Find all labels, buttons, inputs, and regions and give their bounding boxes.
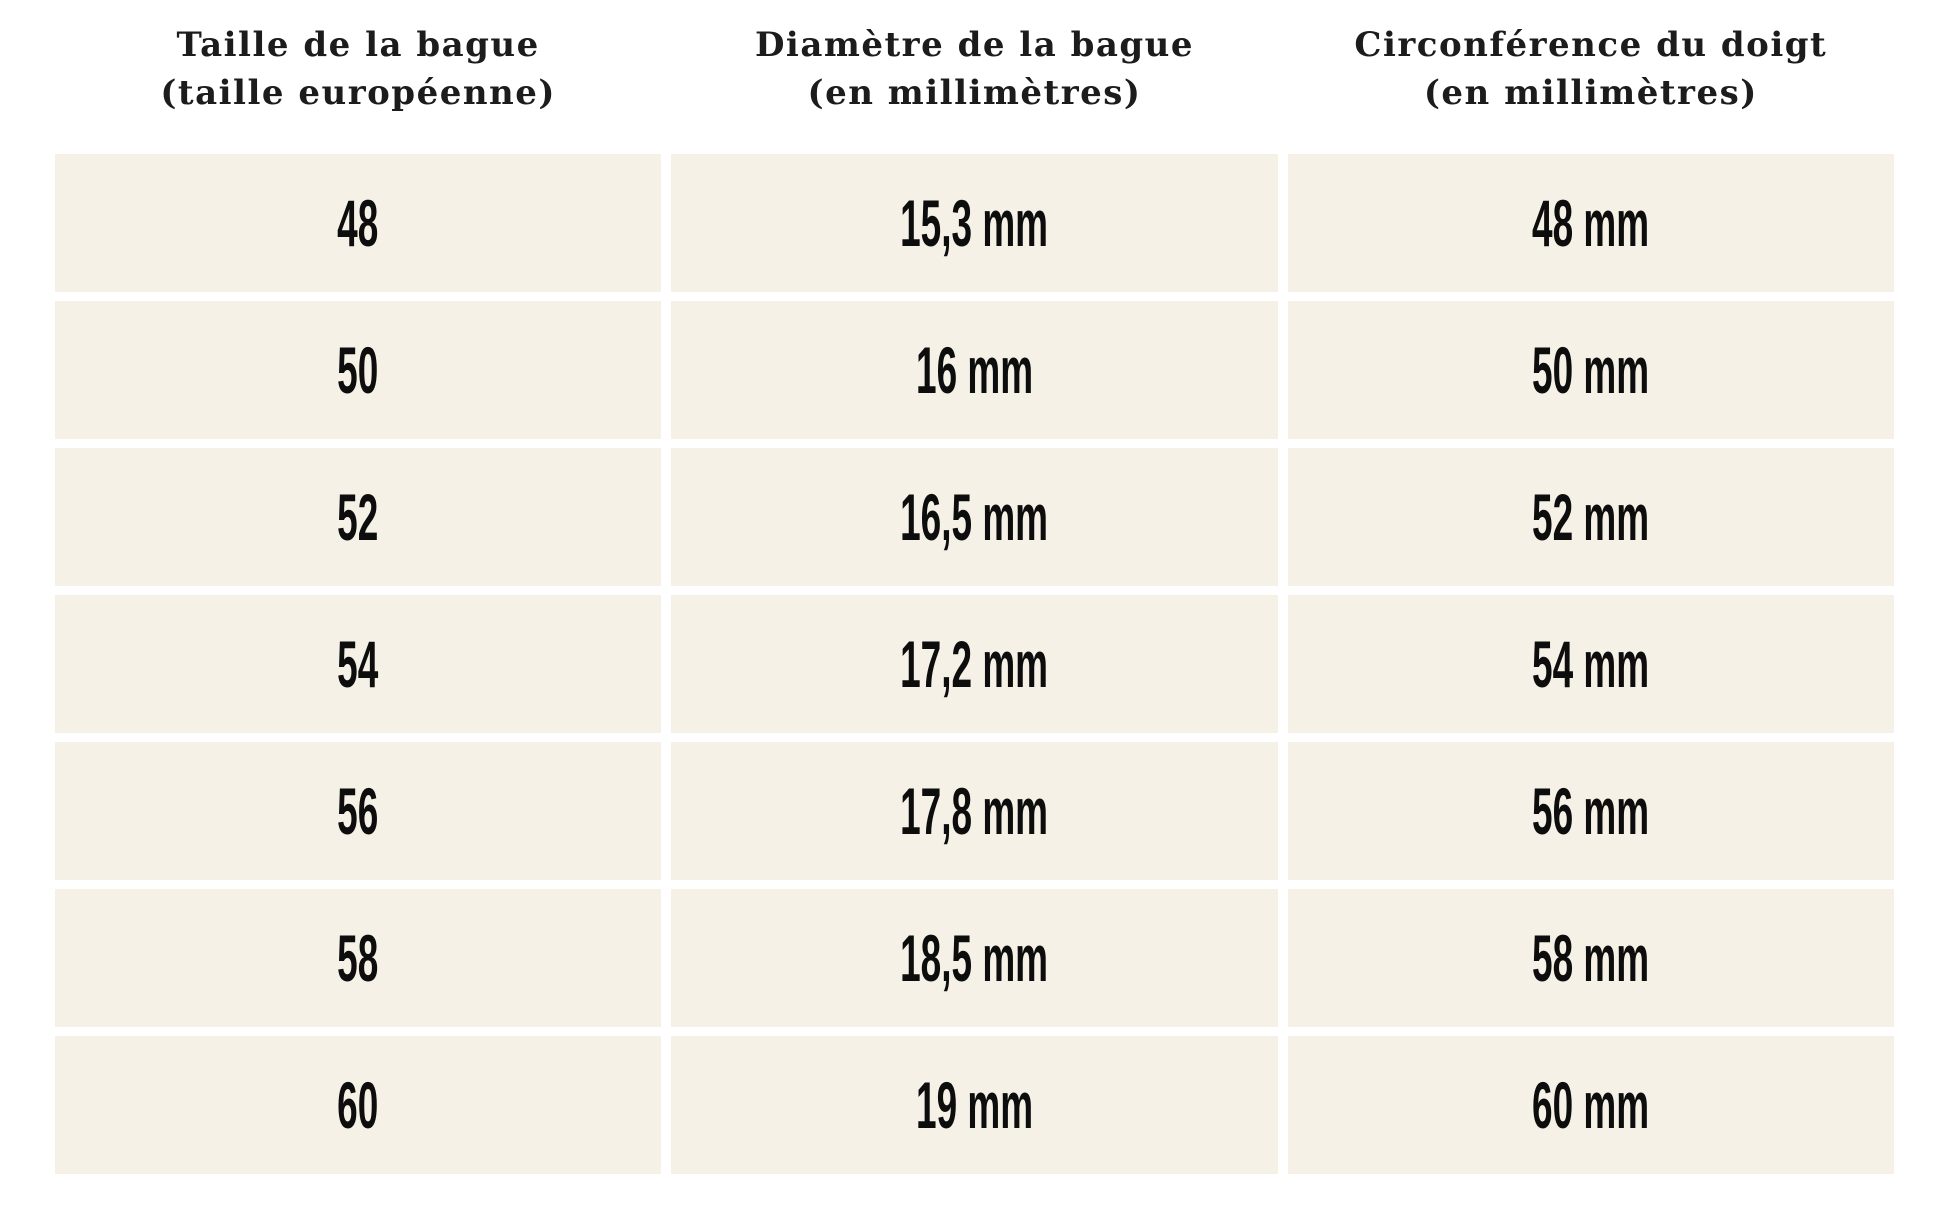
cell-value: 54 mm — [1532, 627, 1650, 701]
cell-value: 58 mm — [1532, 921, 1650, 995]
header-line-2: (taille européenne) — [160, 73, 556, 113]
header-line-2: (en millimètres) — [1423, 73, 1758, 113]
diameter-cell: 16 mm — [671, 301, 1278, 439]
circumference-cell: 58 mm — [1287, 889, 1894, 1027]
circumference-cell: 52 mm — [1287, 448, 1894, 586]
cell-value: 54 — [337, 627, 379, 701]
diameter-cell: 15,3 mm — [671, 154, 1278, 292]
ring-size-cell: 60 — [55, 1036, 662, 1174]
table-header-row: Taille de la bague (taille européenne) D… — [55, 21, 1894, 117]
cell-value: 15,3 mm — [900, 186, 1049, 260]
circumference-cell: 60 mm — [1287, 1036, 1894, 1174]
cell-value: 60 mm — [1532, 1068, 1650, 1142]
column-header-finger-circumference: Circonférence du doigt (en millimètres) — [1288, 21, 1894, 117]
circumference-cell: 54 mm — [1287, 595, 1894, 733]
cell-value: 19 mm — [915, 1068, 1034, 1142]
cell-value: 48 mm — [1532, 186, 1650, 260]
diameter-cell: 17,8 mm — [671, 742, 1278, 880]
ring-size-cell: 48 — [55, 154, 662, 292]
cell-value: 18,5 mm — [900, 921, 1049, 995]
cell-value: 50 mm — [1532, 333, 1650, 407]
diameter-cell: 19 mm — [671, 1036, 1278, 1174]
circumference-cell: 50 mm — [1287, 301, 1894, 439]
circumference-cell: 56 mm — [1287, 742, 1894, 880]
cell-value: 50 — [337, 333, 379, 407]
diameter-cell: 17,2 mm — [671, 595, 1278, 733]
ring-size-cell: 50 — [55, 301, 662, 439]
ring-size-cell: 54 — [55, 595, 662, 733]
cell-value: 52 — [337, 480, 379, 554]
diameter-cell: 18,5 mm — [671, 889, 1278, 1027]
ring-size-cell: 52 — [55, 448, 662, 586]
circumference-cell: 48 mm — [1287, 154, 1894, 292]
cell-value: 60 — [337, 1068, 379, 1142]
column-header-ring-size: Taille de la bague (taille européenne) — [55, 21, 661, 117]
ring-size-cell: 56 — [55, 742, 662, 880]
header-line-2: (en millimètres) — [807, 73, 1142, 113]
cell-value: 17,2 mm — [900, 627, 1049, 701]
cell-value: 56 — [337, 774, 379, 848]
header-line-1: Diamètre de la bague — [754, 25, 1195, 65]
header-line-1: Circonférence du doigt — [1354, 25, 1828, 65]
column-header-ring-diameter: Diamètre de la bague (en millimètres) — [671, 21, 1277, 117]
cell-value: 52 mm — [1532, 480, 1650, 554]
table-body: 48 15,3 mm 48 mm 50 16 mm 50 mm 52 16,5 … — [55, 154, 1894, 1174]
cell-value: 56 mm — [1532, 774, 1650, 848]
cell-value: 16 mm — [915, 333, 1034, 407]
cell-value: 17,8 mm — [900, 774, 1049, 848]
cell-value: 16,5 mm — [900, 480, 1049, 554]
cell-value: 48 — [337, 186, 379, 260]
header-line-1: Taille de la bague — [176, 25, 540, 65]
diameter-cell: 16,5 mm — [671, 448, 1278, 586]
ring-size-cell: 58 — [55, 889, 662, 1027]
cell-value: 58 — [337, 921, 379, 995]
